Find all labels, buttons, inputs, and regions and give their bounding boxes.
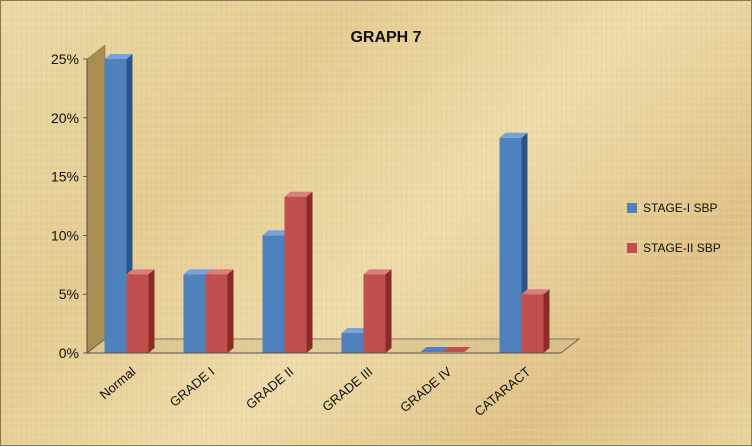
bar-top bbox=[205, 269, 234, 275]
side-wall bbox=[86, 44, 106, 354]
bar-top bbox=[262, 230, 291, 236]
bar-side bbox=[306, 191, 313, 353]
y-tick-label: 0% bbox=[59, 345, 79, 361]
y-tick-label: 5% bbox=[59, 286, 79, 302]
x-tick-label: GRADE IV bbox=[397, 364, 454, 416]
bar-side bbox=[148, 269, 155, 353]
bar-top bbox=[521, 289, 550, 295]
bar-2-grade-iv bbox=[442, 347, 471, 352]
y-tick-label: 25% bbox=[51, 51, 79, 67]
bar-flat bbox=[442, 347, 471, 352]
bar-2-normal bbox=[126, 269, 155, 353]
bar-front bbox=[262, 235, 285, 353]
y-tick-label: 10% bbox=[51, 227, 79, 243]
bar-top bbox=[183, 269, 212, 275]
bar-1-grade-iv bbox=[420, 347, 449, 352]
bar-front bbox=[521, 294, 544, 353]
y-tick-label: 15% bbox=[51, 169, 79, 185]
bar-top bbox=[104, 54, 133, 59]
legend-label-stage2: STAGE-II SBP bbox=[643, 241, 721, 255]
bar-top bbox=[499, 132, 528, 138]
chart-title: GRAPH 7 bbox=[350, 29, 422, 46]
legend-item-stage1: STAGE-I SBP bbox=[627, 199, 721, 217]
legend-swatch-stage2 bbox=[627, 243, 637, 253]
bar-front bbox=[499, 137, 522, 353]
bar-front bbox=[126, 274, 149, 353]
bar-top bbox=[126, 269, 155, 275]
x-tick-label: GRADE II bbox=[243, 364, 296, 412]
bar-front bbox=[205, 274, 228, 353]
legend-swatch-stage1 bbox=[627, 203, 637, 213]
bar-top bbox=[363, 269, 392, 275]
x-tick-label: CATARACT bbox=[472, 364, 534, 419]
y-tick-label: 20% bbox=[51, 110, 79, 126]
bar-flat bbox=[420, 347, 449, 352]
x-tick-label: GRADE III bbox=[319, 364, 375, 414]
bar-front bbox=[341, 333, 364, 353]
bar-front bbox=[104, 59, 127, 353]
bar-side bbox=[543, 289, 550, 353]
bar-top bbox=[341, 328, 370, 334]
legend-item-stage2: STAGE-II SBP bbox=[627, 239, 721, 257]
bar-front bbox=[183, 274, 206, 353]
bar-2-cataract bbox=[521, 289, 550, 353]
bar-2-grade-iii bbox=[363, 269, 392, 353]
legend: STAGE-I SBP STAGE-II SBP bbox=[627, 199, 721, 279]
bar-side bbox=[385, 269, 392, 353]
x-tick-label: Normal bbox=[97, 364, 139, 402]
bar-side bbox=[227, 269, 234, 353]
bar-front bbox=[363, 274, 386, 353]
x-tick-label: GRADE I bbox=[167, 364, 218, 410]
bar-2-grade-i bbox=[205, 269, 234, 353]
bar-front bbox=[284, 196, 307, 353]
bar-2-grade-ii bbox=[284, 191, 313, 353]
bar-top bbox=[284, 191, 313, 197]
legend-label-stage1: STAGE-I SBP bbox=[643, 201, 718, 215]
